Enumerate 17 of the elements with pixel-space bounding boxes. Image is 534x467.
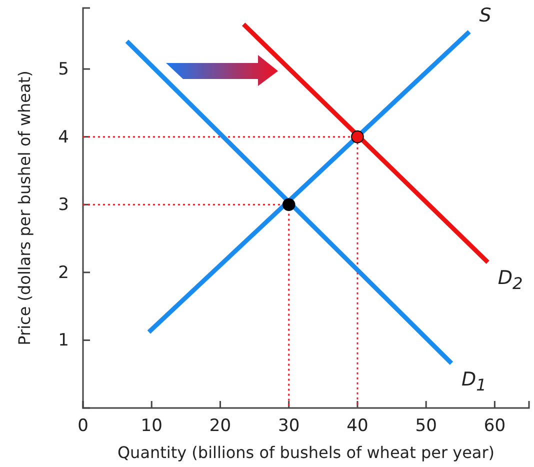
x-axis-title: Quantity (billions of bushels of wheat per year) (117, 443, 495, 462)
y-tick-label: 2 (58, 262, 69, 283)
y-tick-label: 1 (58, 330, 69, 351)
x-tick-label: 60 (484, 416, 506, 436)
x-tick-label: 10 (140, 416, 162, 436)
x-tick-label: 50 (415, 416, 437, 436)
series-label: S (479, 4, 492, 27)
y-tick-label: 3 (58, 195, 69, 216)
series-label: D$_{1}$ (461, 368, 486, 394)
x-tick-label: 40 (346, 416, 368, 436)
y-tick-label: 4 (58, 127, 69, 148)
y-tick-label: 5 (58, 59, 69, 80)
series-label: D$_{2}$ (498, 267, 523, 294)
x-tick-label: 20 (209, 416, 232, 436)
x-tick-label: 30 (278, 416, 300, 436)
y-axis-title: Price (dollars per bushel of wheat) (15, 70, 34, 346)
x-tick-label: 0 (78, 416, 88, 436)
